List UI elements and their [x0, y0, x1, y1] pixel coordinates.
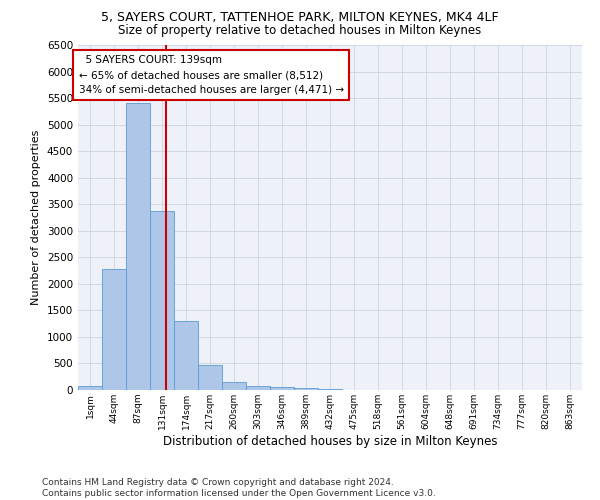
- X-axis label: Distribution of detached houses by size in Milton Keynes: Distribution of detached houses by size …: [163, 434, 497, 448]
- Text: Contains HM Land Registry data © Crown copyright and database right 2024.
Contai: Contains HM Land Registry data © Crown c…: [42, 478, 436, 498]
- Bar: [246, 386, 270, 390]
- Text: 5, SAYERS COURT, TATTENHOE PARK, MILTON KEYNES, MK4 4LF: 5, SAYERS COURT, TATTENHOE PARK, MILTON …: [101, 12, 499, 24]
- Bar: [102, 269, 126, 390]
- Bar: [222, 382, 246, 390]
- Bar: [174, 321, 198, 390]
- Bar: [78, 386, 102, 390]
- Y-axis label: Number of detached properties: Number of detached properties: [31, 130, 41, 305]
- Bar: [318, 389, 342, 390]
- Text: 5 SAYERS COURT: 139sqm
← 65% of detached houses are smaller (8,512)
34% of semi-: 5 SAYERS COURT: 139sqm ← 65% of detached…: [79, 56, 344, 95]
- Bar: [126, 104, 150, 390]
- Bar: [294, 388, 318, 390]
- Bar: [198, 365, 222, 390]
- Bar: [150, 211, 174, 390]
- Bar: [270, 388, 294, 390]
- Text: Size of property relative to detached houses in Milton Keynes: Size of property relative to detached ho…: [118, 24, 482, 37]
